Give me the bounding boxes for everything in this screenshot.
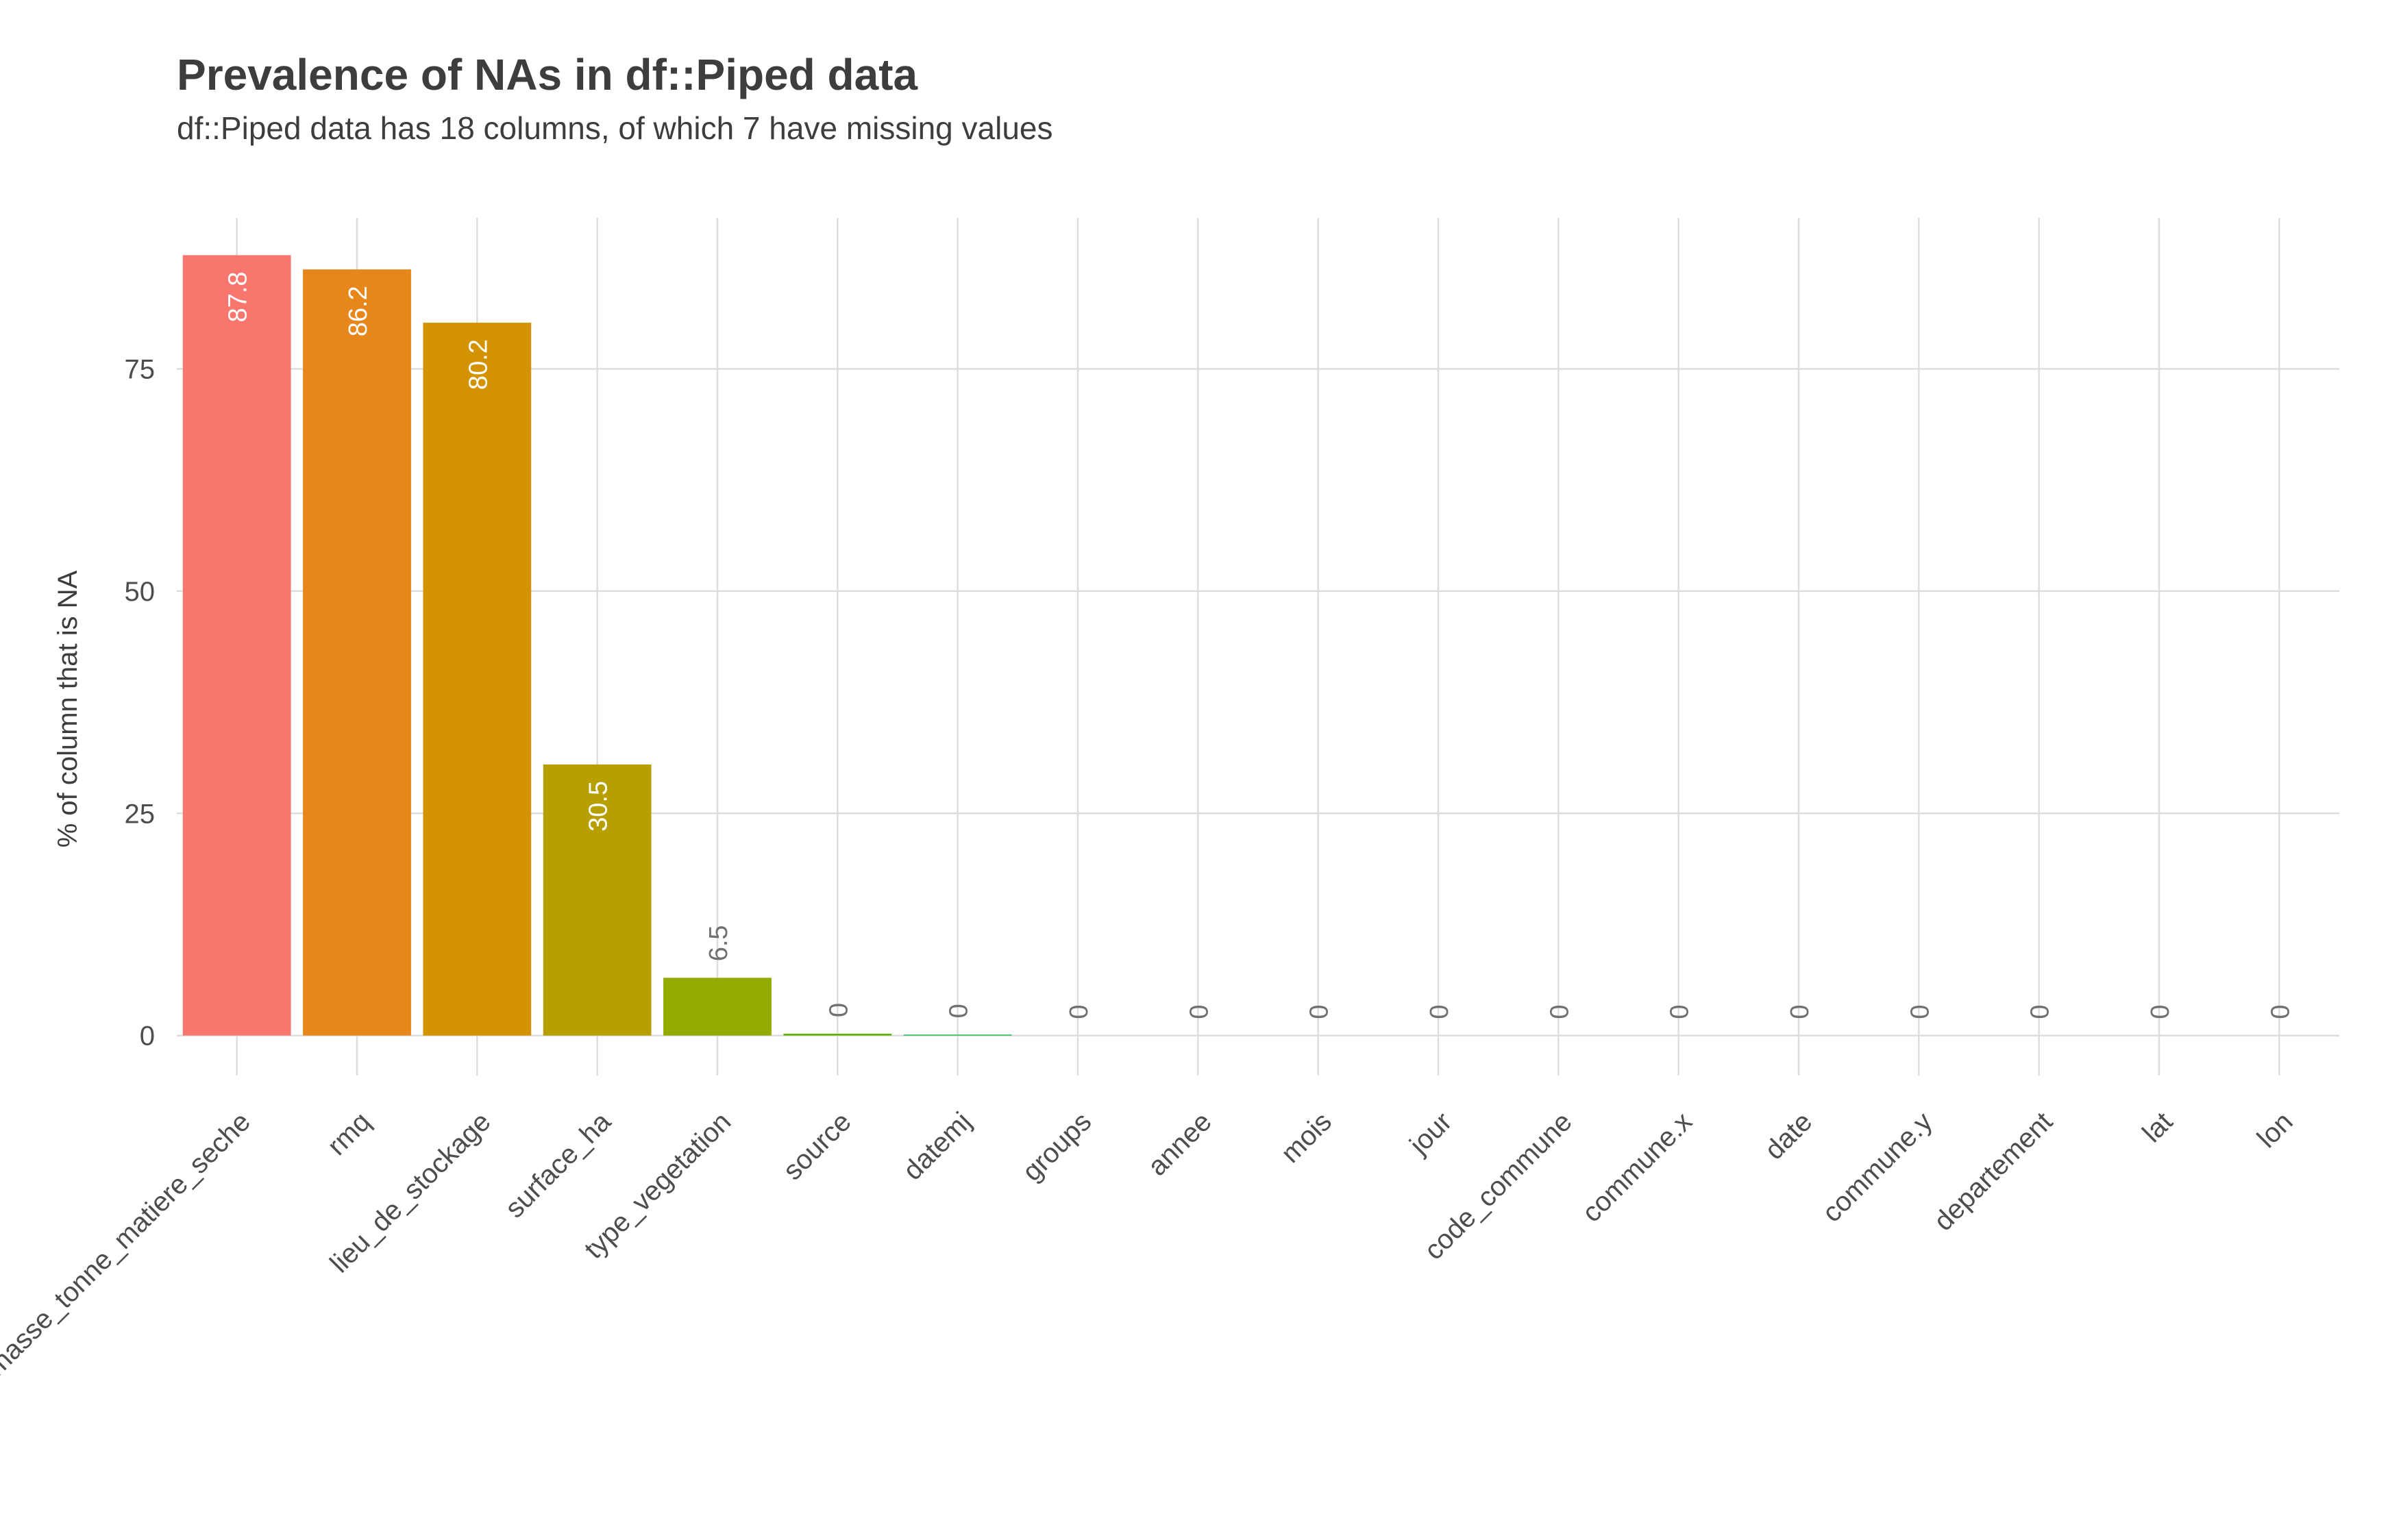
y-tick-label: 0 <box>140 1021 155 1052</box>
value-label-annee: 0 <box>1185 1004 1214 1019</box>
bar-lieu_de_stockage <box>423 323 532 1036</box>
value-label-date: 0 <box>1786 1004 1814 1019</box>
value-labels: 87.8 86.2 80.2 30.5 6.5 0 0 0 0 0 0 0 0 0 0 0 0 0 <box>224 271 2295 1019</box>
value-label-commune.y: 0 <box>1906 1004 1934 1019</box>
x-tick-label-lat: lat <box>2136 1106 2178 1148</box>
value-label-datemj: 0 <box>945 1004 974 1018</box>
value-label-jour: 0 <box>1425 1004 1454 1019</box>
bars <box>182 255 1012 1036</box>
value-label-lon: 0 <box>2266 1004 2295 1019</box>
x-tick-label-datemj: datemj <box>898 1106 977 1186</box>
x-tick-label-commune.x: commune.x <box>1577 1106 1698 1228</box>
x-tick-label-jour: jour <box>1403 1106 1457 1160</box>
x-tick-label-mois: mois <box>1275 1106 1338 1169</box>
x-axis-ticks: biomasse_tonne_matiere_seche rmqlieu_de_s… <box>0 1106 2299 1408</box>
x-tick-label-departement: departement <box>1928 1106 2058 1237</box>
y-tick-label: 50 <box>125 577 156 607</box>
y-axis-ticks: 0 25 50 75 <box>125 355 156 1052</box>
bar-source <box>783 1034 892 1036</box>
value-label-departement: 0 <box>2026 1004 2055 1019</box>
chart-subtitle: df::Piped data has 18 columns, of which … <box>177 110 1053 146</box>
bar-biomasse_tonne_matiere_seche <box>182 255 291 1036</box>
x-tick-label-source: source <box>778 1106 857 1186</box>
y-tick-label: 75 <box>125 355 156 385</box>
x-tick-label-annee: annee <box>1142 1106 1218 1182</box>
value-label-lieu_de_stockage: 80.2 <box>464 339 493 390</box>
value-label-lat: 0 <box>2146 1004 2175 1019</box>
value-label-groups: 0 <box>1065 1004 1094 1019</box>
x-tick-label-surface_ha: surface_ha <box>500 1106 617 1224</box>
bar-type_vegetation <box>663 978 772 1036</box>
x-tick-label-lon: lon <box>2252 1106 2299 1154</box>
value-label-code_commune: 0 <box>1545 1004 1574 1019</box>
x-tick-label-date: date <box>1759 1106 1818 1165</box>
bar-datemj <box>903 1034 1012 1036</box>
value-label-commune.x: 0 <box>1666 1004 1695 1019</box>
bar-surface_ha <box>543 764 652 1036</box>
value-label-surface_ha: 30.5 <box>584 781 613 832</box>
x-tick-label-groups: groups <box>1017 1106 1098 1187</box>
value-label-source: 0 <box>824 1003 853 1017</box>
value-label-biomasse_tonne_matiere_seche: 87.8 <box>224 271 253 322</box>
x-tick-label-commune.y: commune.y <box>1816 1106 1938 1228</box>
bar-rmq <box>303 269 411 1036</box>
value-label-type_vegetation: 6.5 <box>704 925 733 961</box>
chart-title: Prevalence of NAs in df::Piped data <box>177 50 918 99</box>
y-tick-label: 25 <box>125 799 156 829</box>
y-axis-label: % of column that is NA <box>53 570 83 847</box>
value-label-mois: 0 <box>1305 1004 1334 1019</box>
x-tick-label-biomasse_tonne_matiere_seche: biomasse_tonne_matiere_seche <box>0 1106 256 1408</box>
x-tick-label-rmq: rmq <box>322 1106 377 1161</box>
value-label-rmq: 86.2 <box>344 286 373 336</box>
